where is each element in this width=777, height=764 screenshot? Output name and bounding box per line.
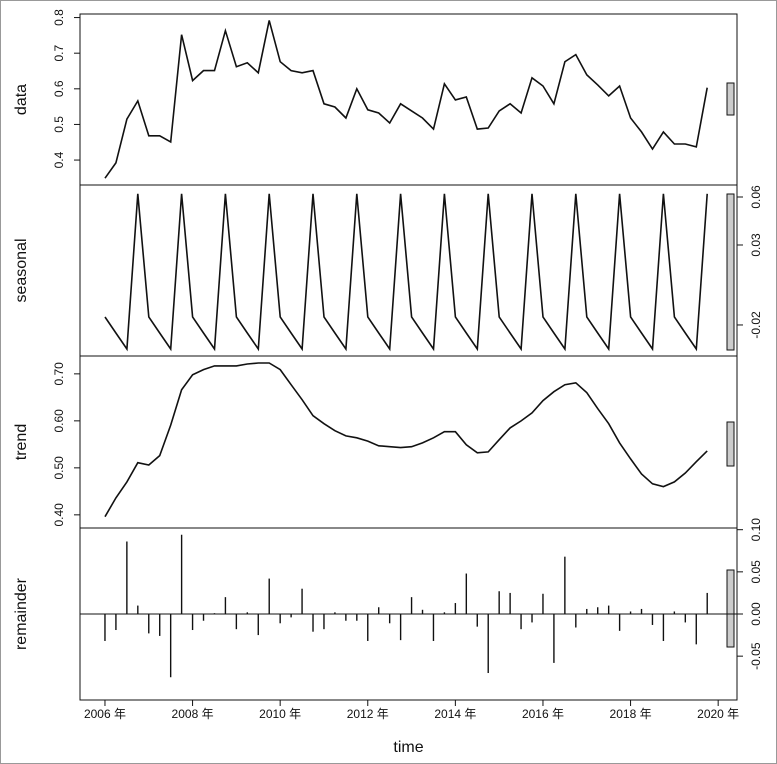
x-tick-label: 2014 年 xyxy=(434,707,476,721)
x-tick-label: 2018 年 xyxy=(610,707,652,721)
line xyxy=(104,362,708,518)
line xyxy=(104,20,708,179)
axis-title: remainder xyxy=(13,577,30,650)
x-tick-label: 2016 年 xyxy=(522,707,564,721)
y-tick-label: 0.03 xyxy=(749,233,763,257)
x-tick-label: 2020 年 xyxy=(697,707,739,721)
y-tick-label: 0.8 xyxy=(52,9,66,26)
y-tick-label: 0.7 xyxy=(52,45,66,62)
axis-title: trend xyxy=(13,424,30,460)
y-tick-label: 0.4 xyxy=(52,151,66,168)
y-tick-label: 0.00 xyxy=(749,602,763,626)
y-tick-label: 0.5 xyxy=(52,116,66,133)
y-tick-label: -0.05 xyxy=(749,642,763,670)
scale-bar xyxy=(726,193,735,351)
x-tick-label: 2006 年 xyxy=(84,707,126,721)
axis-title: seasonal xyxy=(13,238,30,302)
x-axis-title: time xyxy=(393,739,423,756)
y-tick-label: 0.40 xyxy=(52,503,66,527)
y-tick-label: 0.6 xyxy=(52,80,66,97)
scale-bar xyxy=(726,569,735,648)
y-tick-label: 0.50 xyxy=(52,456,66,480)
x-tick-label: 2008 年 xyxy=(172,707,214,721)
y-tick-label: -0.02 xyxy=(749,311,763,339)
x-tick-label: 2012 年 xyxy=(347,707,389,721)
y-tick-label: 0.10 xyxy=(749,518,763,542)
panel xyxy=(79,13,738,186)
scale-bar xyxy=(726,421,735,467)
scale-bar xyxy=(726,82,735,116)
y-tick-label: 0.70 xyxy=(52,362,66,386)
panel xyxy=(79,184,738,357)
y-tick-label: 0.60 xyxy=(52,409,66,433)
panel xyxy=(79,355,738,529)
axis-title: data xyxy=(13,84,30,115)
y-tick-label: 0.06 xyxy=(749,185,763,209)
y-tick-label: 0.05 xyxy=(749,560,763,584)
line xyxy=(104,193,708,352)
x-tick-label: 2010 年 xyxy=(259,707,301,721)
